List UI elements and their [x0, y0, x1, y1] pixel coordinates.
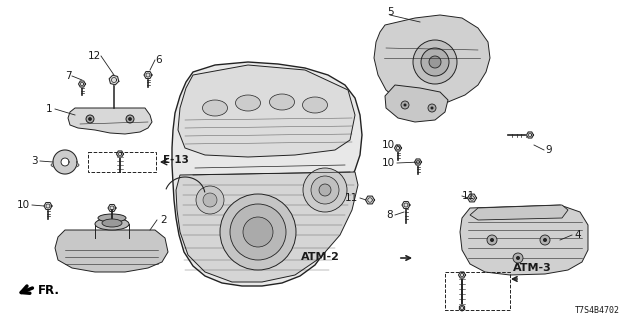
Text: ATM-2: ATM-2	[301, 252, 340, 262]
Text: 7: 7	[65, 71, 72, 81]
Ellipse shape	[303, 97, 328, 113]
Ellipse shape	[269, 94, 294, 110]
Circle shape	[543, 238, 547, 242]
Polygon shape	[415, 159, 422, 165]
Polygon shape	[394, 145, 401, 151]
Text: E-13: E-13	[163, 155, 189, 165]
Polygon shape	[79, 81, 86, 87]
Text: 2: 2	[160, 215, 166, 225]
Polygon shape	[385, 85, 448, 122]
Text: T7S4B4702: T7S4B4702	[575, 306, 620, 315]
Polygon shape	[176, 172, 358, 282]
Text: 6: 6	[155, 55, 162, 65]
Ellipse shape	[102, 219, 122, 227]
Text: 10: 10	[382, 140, 395, 150]
Polygon shape	[460, 305, 465, 311]
Polygon shape	[458, 272, 465, 278]
Text: 3: 3	[31, 156, 38, 166]
Text: FR.: FR.	[38, 284, 60, 298]
Polygon shape	[116, 151, 124, 157]
Circle shape	[311, 176, 339, 204]
Circle shape	[88, 117, 92, 121]
Text: 1: 1	[45, 104, 52, 114]
Circle shape	[540, 235, 550, 245]
Circle shape	[129, 117, 131, 121]
Circle shape	[516, 256, 520, 260]
Polygon shape	[55, 230, 168, 272]
Circle shape	[513, 253, 523, 263]
Polygon shape	[178, 65, 355, 157]
Polygon shape	[44, 203, 52, 210]
Polygon shape	[61, 158, 69, 166]
Polygon shape	[144, 72, 152, 78]
Circle shape	[230, 204, 286, 260]
Polygon shape	[402, 202, 410, 208]
Polygon shape	[172, 62, 362, 286]
Circle shape	[220, 194, 296, 270]
Polygon shape	[365, 196, 374, 204]
Polygon shape	[53, 150, 77, 174]
Polygon shape	[460, 205, 588, 275]
Circle shape	[487, 235, 497, 245]
Text: 9: 9	[545, 145, 552, 155]
Circle shape	[429, 56, 441, 68]
Ellipse shape	[51, 162, 79, 169]
Text: 5: 5	[387, 7, 394, 17]
Ellipse shape	[236, 95, 260, 111]
Text: ATM-3: ATM-3	[513, 263, 552, 273]
Polygon shape	[68, 108, 152, 134]
Circle shape	[428, 104, 436, 112]
Circle shape	[431, 107, 433, 109]
Polygon shape	[108, 204, 116, 212]
Polygon shape	[467, 194, 477, 202]
Text: 11: 11	[345, 193, 358, 203]
Text: 8: 8	[387, 210, 393, 220]
Bar	[445, 272, 510, 310]
Circle shape	[196, 186, 224, 214]
Text: 12: 12	[88, 51, 101, 61]
Ellipse shape	[98, 214, 126, 222]
Polygon shape	[470, 205, 568, 220]
Circle shape	[203, 193, 217, 207]
Circle shape	[243, 217, 273, 247]
Ellipse shape	[202, 100, 227, 116]
Bar	[88, 152, 156, 172]
Polygon shape	[374, 15, 490, 106]
Ellipse shape	[95, 218, 129, 230]
Circle shape	[319, 184, 331, 196]
Polygon shape	[527, 132, 534, 138]
Circle shape	[413, 40, 457, 84]
Text: 10: 10	[382, 158, 395, 168]
Polygon shape	[109, 75, 119, 85]
Circle shape	[421, 48, 449, 76]
Circle shape	[86, 115, 94, 123]
Circle shape	[403, 103, 406, 107]
Text: 11: 11	[462, 191, 476, 201]
Circle shape	[303, 168, 347, 212]
Circle shape	[401, 101, 409, 109]
Text: 4: 4	[574, 230, 580, 240]
Circle shape	[490, 238, 494, 242]
Text: 10: 10	[17, 200, 30, 210]
Circle shape	[126, 115, 134, 123]
